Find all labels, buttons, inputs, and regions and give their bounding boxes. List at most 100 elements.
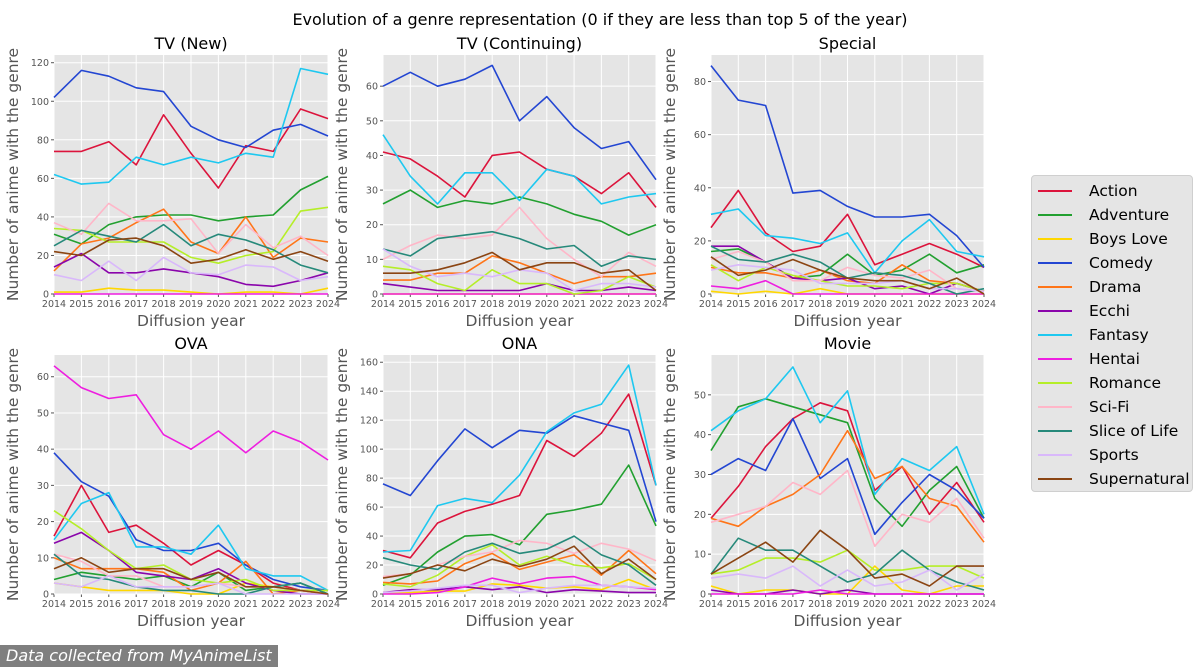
series-line-sports	[53, 575, 328, 595]
x-tick-label: 2023	[945, 299, 969, 310]
x-tick-label: 2016	[426, 599, 450, 610]
x-tick-label: 2017	[453, 299, 477, 310]
y-axis-label: Number of anime with the genre	[661, 348, 679, 601]
y-tick-label: 100	[360, 445, 378, 456]
legend-label: Sports	[1089, 446, 1139, 464]
series-line-supernatural	[382, 545, 657, 581]
subplot-ova: 2014 2015 2016 2017 2018 2019 2020 2021 2022 2023…	[4, 334, 340, 630]
data-source-caption: Data collected from MyAnimeList	[0, 645, 278, 667]
y-axis-label: Number of anime with the genre	[661, 48, 679, 301]
x-tick-label: 2015	[726, 299, 750, 310]
x-axis-label: Diffusion year	[466, 612, 575, 630]
y-tick-label: 0	[43, 290, 49, 301]
x-tick-label: 2023	[945, 599, 969, 610]
series-line-fantasy	[382, 134, 657, 205]
series-line-sports	[53, 256, 329, 282]
x-tick-label: 2023	[617, 299, 641, 310]
series-line-supernatural	[710, 529, 984, 587]
y-tick-label: 60	[37, 372, 49, 383]
legend-swatch	[1038, 358, 1072, 360]
subplot-title: TV (New)	[153, 34, 227, 53]
legend-item: Slice of Life	[1038, 419, 1192, 443]
subplot-tv-new: 2014 2015 2016 2017 2018 2019 2020 2021 2022 2023…	[4, 34, 340, 330]
x-tick-label: 2019	[835, 299, 859, 310]
y-tick-label: 0	[700, 590, 706, 601]
y-tick-label: 0	[43, 590, 49, 601]
y-tick-label: 40	[366, 532, 378, 543]
x-tick-label: 2016	[97, 299, 121, 310]
series-line-romance	[382, 544, 657, 588]
y-tick-label: 0	[372, 290, 378, 301]
series-line-boys-love	[54, 287, 329, 295]
legend-item: Boys Love	[1038, 227, 1192, 251]
x-tick-label: 2018	[152, 299, 176, 310]
y-tick-label: 20	[366, 220, 378, 231]
x-tick-label: 2024	[644, 599, 668, 610]
y-tick-label: 80	[694, 77, 706, 88]
series-line-romance	[382, 265, 657, 295]
legend-label: Action	[1089, 182, 1138, 200]
x-tick-label: 2018	[808, 599, 832, 610]
y-tick-label: 60	[694, 130, 706, 141]
y-tick-label: 20	[694, 236, 706, 247]
y-axis-label: Number of anime with the genre	[4, 48, 22, 301]
legend-swatch	[1038, 310, 1072, 312]
x-axis-label: Diffusion year	[794, 312, 903, 330]
series-line-action	[382, 393, 657, 559]
subplot-tv-continuing: 2014 2015 2016 2017 2018 2019 2020 2021 2022 2023…	[333, 34, 668, 330]
x-tick-label: 2022	[917, 599, 941, 610]
x-tick-label: 2014	[42, 599, 66, 610]
x-tick-label: 2022	[589, 299, 613, 310]
y-tick-label: 120	[31, 58, 49, 69]
x-tick-label: 2024	[644, 299, 668, 310]
legend: Action Adventure Boys Love Comedy Drama Ecchi…	[1031, 175, 1193, 492]
x-tick-label: 2024	[972, 299, 996, 310]
x-tick-label: 2019	[179, 599, 203, 610]
x-tick-label: 2023	[289, 599, 313, 610]
x-tick-label: 2016	[754, 299, 778, 310]
series-line-fantasy	[710, 208, 985, 274]
y-tick-label: 80	[366, 474, 378, 485]
series-line-comedy	[710, 65, 985, 268]
y-tick-label: 30	[37, 481, 49, 492]
series-line-comedy	[53, 452, 329, 592]
x-tick-label: 2019	[507, 299, 531, 310]
series-line-ecchi	[382, 282, 657, 292]
series-line-slice-of-life	[710, 537, 985, 591]
series-line-sports	[710, 264, 985, 293]
legend-label: Drama	[1089, 278, 1142, 296]
legend-label: Adventure	[1089, 206, 1170, 224]
series-line-sci-fi	[382, 206, 657, 278]
x-tick-label: 2024	[972, 599, 996, 610]
x-tick-label: 2021	[234, 599, 258, 610]
series-line-sci-fi	[710, 250, 985, 293]
series-line-hentai	[711, 589, 984, 595]
series-line-drama	[383, 255, 657, 285]
series-line-hentai	[710, 279, 984, 295]
x-tick-label: 2018	[808, 299, 832, 310]
x-tick-label: 2014	[699, 299, 723, 310]
x-tick-label: 2014	[371, 599, 395, 610]
series-line-adventure	[382, 464, 657, 587]
y-tick-label: 60	[366, 82, 378, 93]
series-line-fantasy	[710, 366, 985, 515]
y-tick-label: 40	[694, 183, 706, 194]
y-tick-label: 10	[366, 255, 378, 266]
y-tick-label: 10	[694, 550, 706, 561]
x-tick-label: 2021	[890, 299, 914, 310]
series-line-sci-fi	[53, 202, 329, 257]
x-tick-label: 2014	[42, 299, 66, 310]
x-axis-label: Diffusion year	[137, 312, 246, 330]
series-line-sci-fi	[710, 469, 985, 547]
series-line-drama	[53, 208, 329, 272]
x-tick-label: 2021	[562, 299, 586, 310]
subplot-ona: 2014 2015 2016 2017 2018 2019 2020 2021 2022 2023…	[333, 334, 668, 630]
legend-item: Sports	[1038, 443, 1192, 467]
legend-swatch	[1038, 286, 1072, 288]
series-line-adventure	[53, 175, 329, 245]
series-line-fantasy	[53, 491, 329, 592]
legend-swatch	[1038, 478, 1072, 480]
legend-swatch	[1038, 430, 1072, 432]
y-tick-label: 20	[694, 510, 706, 521]
